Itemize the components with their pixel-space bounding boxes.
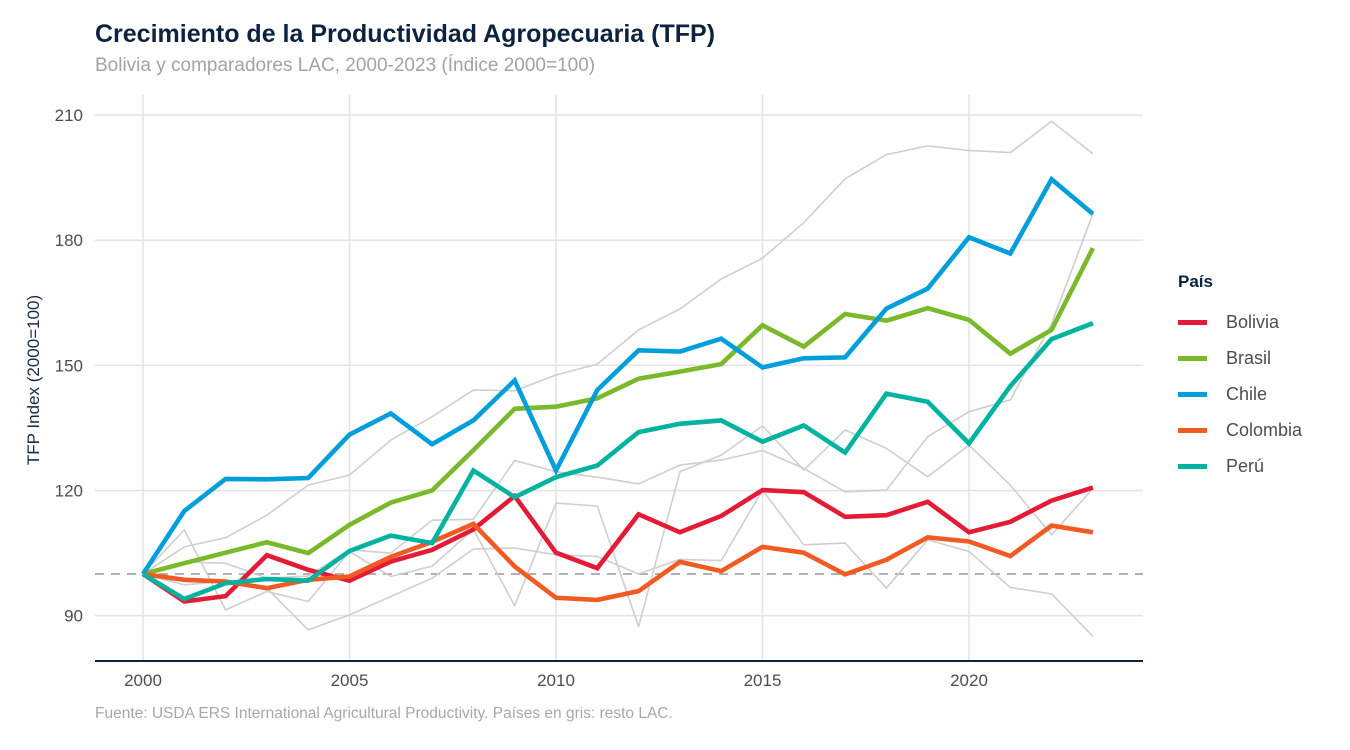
legend-label: Bolivia [1226,311,1280,332]
legend-swatch [1178,319,1207,325]
legend-label: Colombia [1226,419,1303,440]
y-tick-label: 120 [55,482,83,501]
legend: País Bolivia Brasil Chile Colombia Perú [1178,272,1302,484]
legend-item-colombia: Colombia [1178,412,1302,448]
axes: 2000 2005 2010 2015 2020 90 120 150 180 210 [55,106,1143,690]
x-tick-label: 2000 [124,671,162,690]
legend-item-bolivia: Bolivia [1178,304,1302,340]
legend-item-chile: Chile [1178,376,1302,412]
chart-title: Crecimiento de la Productividad Agropecu… [95,20,716,48]
legend-label: Chile [1226,383,1268,404]
legend-swatch [1178,391,1207,397]
chart-caption: Fuente: USDA ERS International Agricultu… [95,705,673,722]
series-line-resto-lac-1 [142,120,1094,575]
y-axis-title: TFP Index (2000=100) [24,295,43,465]
legend-label: Brasil [1226,347,1272,368]
x-tick-label: 2005 [331,671,369,690]
legend-title: País [1178,272,1213,291]
series-line-brasil [142,247,1095,577]
series-line-peru [141,321,1094,602]
background-series [142,120,1094,637]
series-line-resto-lac-4 [142,489,1094,637]
series-line-resto-lac-2 [142,213,1094,579]
series-line-bolivia [141,485,1094,604]
grid [95,95,1143,661]
highlighted-series [141,175,1095,604]
x-tick-label: 2020 [950,671,988,690]
x-tick-label: 2015 [744,671,782,690]
legend-swatch [1178,427,1207,433]
y-tick-label: 210 [55,106,83,125]
chart-subtitle: Bolivia y comparadores LAC, 2000-2023 (Í… [95,55,596,76]
series-line-chile [141,175,1095,576]
legend-swatch [1178,355,1207,361]
legend-swatch [1178,463,1207,469]
legend-label: Perú [1226,455,1265,476]
legend-item-brasil: Brasil [1178,340,1302,376]
y-tick-label: 180 [55,231,83,250]
legend-item-peru: Perú [1178,448,1302,484]
y-tick-label: 90 [64,607,83,626]
y-tick-label: 150 [55,356,83,375]
x-tick-label: 2010 [537,671,575,690]
series-line-resto-lac-3 [142,425,1094,628]
